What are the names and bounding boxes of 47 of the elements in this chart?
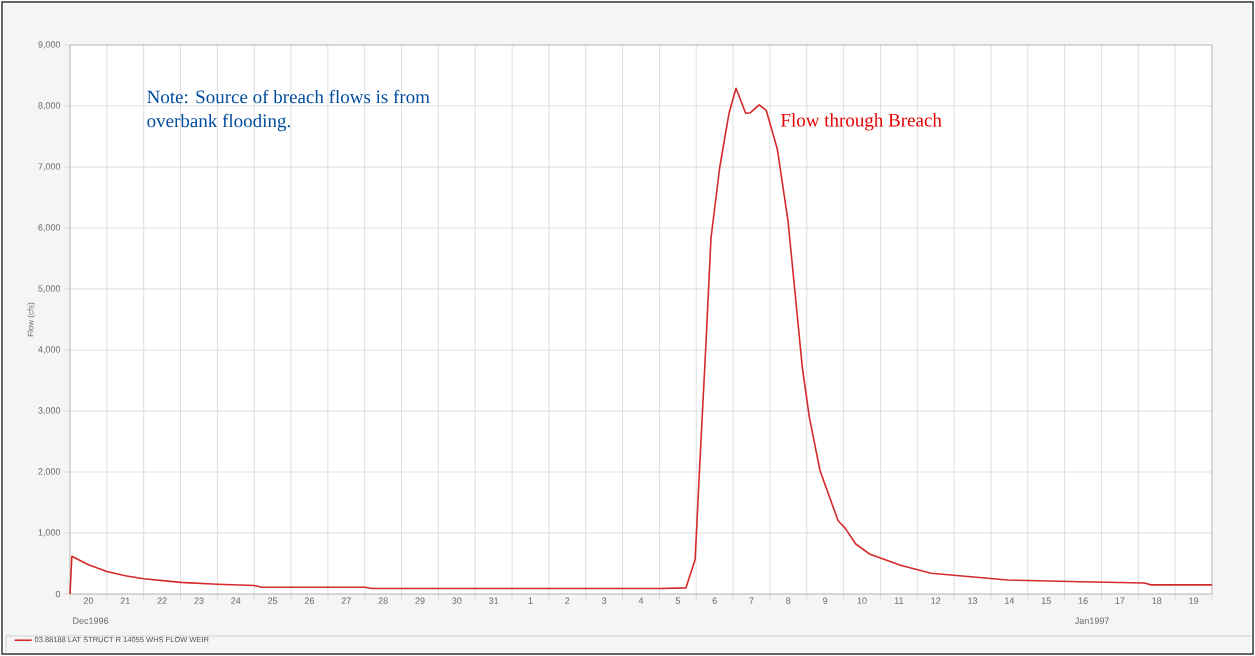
x-tick-label: 1 (528, 597, 533, 604)
y-tick-label: 5,000 (38, 285, 61, 293)
x-tick-label: 8 (786, 597, 791, 604)
x-tick-label: 2 (565, 597, 570, 604)
y-tick-label: 7,000 (38, 163, 61, 171)
x-tick-label: 3 (602, 597, 607, 604)
x-tick-label: 19 (1189, 597, 1199, 604)
x-tick-label: 21 (120, 597, 130, 604)
x-tick-label: 25 (268, 597, 278, 604)
text: Jan1997 (1074, 617, 1109, 624)
x-tick-label: 13 (968, 597, 978, 604)
y-tick-label: 8,000 (38, 102, 61, 110)
x-tick-label: 28 (378, 597, 388, 604)
x-tick-label: 26 (304, 597, 315, 604)
x-tick-label: 9 (823, 597, 828, 604)
x-tick-label: 11 (894, 597, 904, 604)
y-tick-label: 9,000 (38, 41, 61, 49)
x-tick-label: 15 (1041, 597, 1051, 604)
x-tick-label: 6 (712, 597, 717, 604)
x-tick-label: 29 (415, 597, 425, 604)
text: Dec1996 (73, 617, 109, 624)
y-tick-label: 2,000 (38, 468, 61, 476)
x-tick-label: 22 (157, 597, 167, 604)
x-tick-label: 10 (857, 597, 867, 604)
x-tick-label: 7 (749, 597, 754, 604)
annotation: Flow through Breach (780, 113, 942, 131)
x-tick-label: 18 (1152, 597, 1162, 604)
line-series (69, 87, 1213, 595)
x-tick-label: 12 (931, 597, 941, 604)
y-axis-title: Flow (cfs) (27, 302, 36, 337)
x-tick-label: 20 (83, 597, 94, 604)
x-tick-label: 17 (1115, 597, 1125, 604)
x-tick-label: 31 (488, 597, 499, 604)
x-tick-label: 27 (341, 597, 351, 604)
y-tick-label: 3,000 (38, 407, 61, 415)
y-tick-label: 4,000 (38, 346, 61, 354)
x-tick-label: 4 (638, 597, 644, 604)
y-tick-label: 1,000 (38, 529, 61, 537)
y-tick-label: 0 (55, 590, 61, 598)
x-tick-label: 24 (231, 597, 241, 604)
x-tick-label: 30 (452, 597, 462, 604)
x-tick-label: 14 (1005, 597, 1015, 604)
x-tick-label: 5 (675, 597, 680, 604)
annotation: Note: Source of breach flows is from overbank flooding. (147, 89, 430, 132)
y-tick-label: 6,000 (38, 224, 61, 232)
x-tick-label: 16 (1078, 597, 1088, 604)
x-tick-label: 23 (194, 597, 204, 604)
